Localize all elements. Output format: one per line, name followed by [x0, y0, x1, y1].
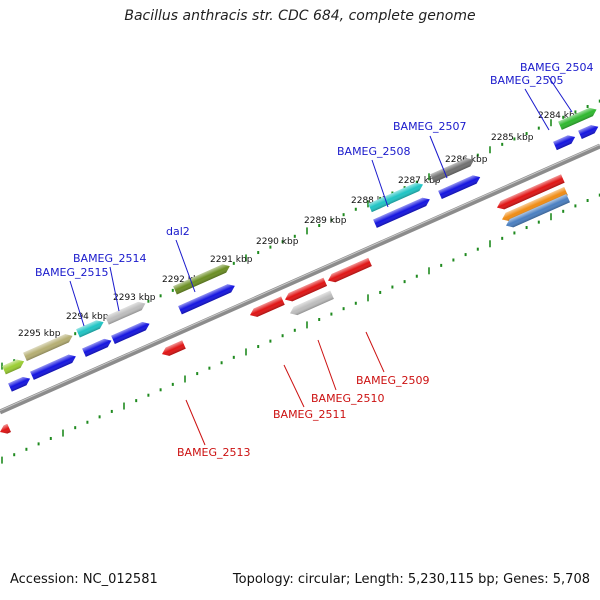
gene-feature — [76, 320, 104, 338]
gene-feature — [250, 296, 285, 317]
gene-label[interactable]: BAMEG_2513 — [177, 446, 251, 459]
gene-label-leader — [429, 135, 448, 179]
gene-arrow-shade — [373, 197, 430, 228]
genome-backbone-highlight — [0, 144, 600, 411]
gene-arrow-shade — [76, 320, 104, 338]
genome-backbone — [0, 143, 600, 415]
gene-feature — [285, 277, 328, 302]
scale-label: 2295 kbp — [18, 329, 61, 339]
gene-label[interactable]: BAMEG_2505 — [490, 74, 564, 87]
gene-arrow-shade — [328, 257, 372, 283]
gene-arrow-shade — [553, 135, 576, 151]
gene-arrow-shade — [368, 182, 424, 213]
gene-feature — [578, 125, 599, 139]
gene-label[interactable]: BAMEG_2515 — [35, 266, 109, 279]
gene-arrow-shade — [0, 423, 11, 434]
gene-feature — [111, 322, 150, 345]
gene-arrow-shade — [8, 376, 31, 392]
gene-arrow-shade — [497, 174, 565, 210]
gene-arrow-shade — [82, 338, 112, 357]
gene-arrow-shade — [438, 175, 481, 200]
gene-arrow-shade — [430, 158, 475, 183]
gene-label[interactable]: dal2 — [166, 225, 190, 238]
gene-label-leader — [524, 88, 550, 131]
gene-label-leader — [185, 399, 206, 446]
gene-arrow-shade — [178, 284, 235, 315]
scale-ticks-lower — [1, 193, 600, 464]
gene-feature — [497, 174, 565, 210]
gene-arrow-shade — [30, 354, 76, 380]
gene-arrow-shade — [578, 125, 599, 139]
gene-feature — [105, 301, 146, 325]
gene-arrow-shade — [105, 301, 146, 325]
gene-arrow-shade — [111, 322, 150, 345]
gene-label[interactable]: BAMEG_2514 — [73, 252, 147, 265]
gene-feature — [162, 340, 186, 356]
gene-feature — [178, 284, 235, 315]
gene-feature — [502, 186, 568, 222]
gene-arrow-shade — [502, 186, 568, 222]
gene-label-leader — [175, 239, 196, 293]
topology-text: Topology: circular; Length: 5,230,115 bp… — [232, 572, 590, 587]
gene-feature — [0, 423, 11, 434]
scale-label: 2291 kbp — [210, 255, 253, 265]
accession-text: Accession: NC_012581 — [10, 572, 158, 587]
gene-arrow-shade — [173, 264, 230, 295]
gene-arrow-shade — [290, 290, 334, 316]
gene-label-leader — [317, 339, 337, 391]
gene-arrow-shade — [285, 277, 328, 302]
gene-label[interactable]: BAMEG_2504 — [520, 61, 594, 74]
gene-label-leader — [371, 159, 389, 208]
gene-label[interactable]: BAMEG_2511 — [273, 408, 347, 421]
scale-label: 2285 kbp — [491, 133, 534, 143]
gene-feature — [82, 338, 112, 357]
gene-arrow-shade — [506, 193, 570, 228]
gene-label[interactable]: BAMEG_2509 — [356, 374, 430, 387]
gene-feature — [553, 135, 576, 151]
gene-arrow-shade — [558, 107, 597, 130]
gene-feature — [30, 354, 76, 380]
scale-label: 2292 kbp — [162, 275, 205, 285]
gene-feature — [328, 257, 372, 283]
gene-feature — [23, 334, 73, 362]
gene-features — [0, 107, 599, 434]
label-leader-lines — [69, 75, 573, 446]
scale-label: 2289 kbp — [304, 216, 347, 226]
scale-label: 2284 kbp — [538, 111, 581, 121]
scale-label: 2294 kbp — [66, 312, 109, 322]
gene-feature — [368, 182, 424, 213]
gene-label[interactable]: BAMEG_2507 — [393, 120, 467, 133]
gene-arrow-shade — [2, 359, 25, 375]
scale-label: 2293 kbp — [113, 293, 156, 303]
gene-feature — [2, 359, 25, 375]
scale-label: 2288 kbp — [351, 196, 394, 206]
gene-feature — [373, 197, 430, 228]
gene-label-leader — [283, 364, 305, 408]
gene-label[interactable]: BAMEG_2508 — [337, 145, 411, 158]
gene-feature — [430, 158, 475, 183]
gene-feature — [173, 264, 230, 295]
gene-label[interactable]: BAMEG_2510 — [311, 392, 385, 405]
gene-feature — [558, 107, 597, 130]
gene-arrow-shade — [250, 296, 285, 317]
gene-label-leader — [547, 75, 573, 113]
gene-arrow-shade — [162, 340, 186, 356]
gene-arrow-shade — [23, 334, 73, 362]
scale-label: 2290 kbp — [256, 237, 299, 247]
gene-feature — [290, 290, 334, 316]
gene-feature — [506, 193, 570, 228]
gene-feature — [438, 175, 481, 200]
scale-label: 2287 kbp — [398, 176, 441, 186]
gene-label-leader — [109, 266, 120, 312]
gene-label-leader — [69, 280, 85, 327]
gene-feature — [8, 376, 31, 392]
map-title: Bacillus anthracis str. CDC 684, complet… — [124, 8, 476, 24]
gene-label-leader — [365, 331, 385, 373]
